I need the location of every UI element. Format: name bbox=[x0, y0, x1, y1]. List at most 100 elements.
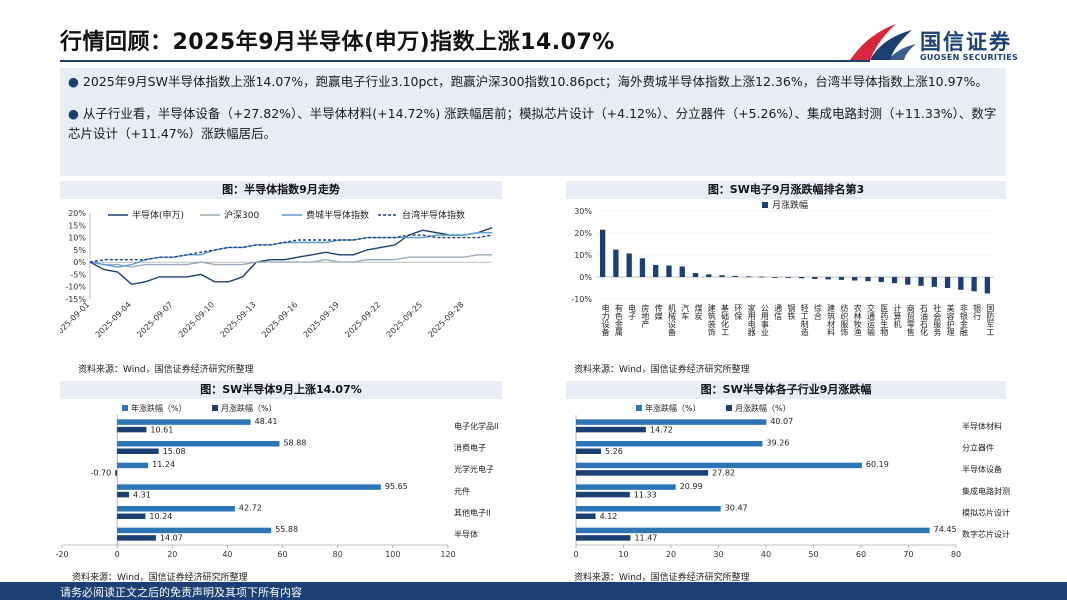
data-label-year: 40.07 bbox=[770, 417, 793, 426]
bar-基础化工 bbox=[719, 275, 725, 277]
y-tick-label: 20% bbox=[68, 209, 86, 218]
x-tick-label: 国防军工 bbox=[986, 304, 995, 336]
x-tick-label: 美容护理 bbox=[946, 303, 955, 336]
data-label-month: 5.26 bbox=[605, 447, 623, 456]
source-note-2: 资料来源：Wind，国信证券经济研究所整理 bbox=[574, 365, 750, 375]
category-label: 其他电子II bbox=[454, 508, 491, 518]
chart-title-semis-vs-electronics: 图：SW半导体9月上涨14.07% bbox=[60, 381, 502, 399]
category-label: 数字芯片设计 bbox=[962, 529, 1010, 539]
category-label: 模拟芯片设计 bbox=[962, 508, 1010, 518]
data-label-year: 95.65 bbox=[385, 482, 408, 491]
x-tick-label: 社会服务 bbox=[933, 303, 942, 337]
series-line-0 bbox=[89, 227, 493, 286]
category-label: 集成电路封测 bbox=[962, 486, 1010, 496]
x-tick-label: 70 bbox=[903, 550, 913, 559]
y-tick-label: -10% bbox=[571, 295, 592, 304]
bar-农林牧渔 bbox=[852, 277, 858, 281]
legend-label: 月涨跌幅（%） bbox=[735, 403, 791, 413]
y-tick-label: 0% bbox=[73, 258, 86, 267]
bar-chart-sw-ranking: 30%20%10%0%-10%电力设备 有色金属 电子 房地产 传媒 机械设备 汽车 煤炭 建筑… bbox=[571, 199, 995, 337]
chart-title-sw-ranking: 图：SW电子9月涨跌幅排名第3 bbox=[566, 181, 1006, 199]
x-tick-label: 房地产 bbox=[641, 303, 650, 329]
category-label: 电子化学品II bbox=[454, 421, 499, 431]
x-tick-label: 电子 bbox=[628, 303, 637, 320]
y-tick-label: 0% bbox=[579, 273, 592, 282]
category-label: 光学光电子 bbox=[454, 464, 494, 474]
x-tick-label: 2025-09-19 bbox=[302, 300, 341, 339]
x-tick-label: 20 bbox=[666, 550, 676, 559]
bar-month-半导体 bbox=[117, 535, 156, 541]
title-rule bbox=[60, 60, 870, 62]
summary-text-1: 2025年9月SW半导体指数上涨14.07%，跑赢电子行业3.10pct，跑赢沪… bbox=[82, 74, 988, 89]
bar-房地产 bbox=[639, 258, 646, 277]
x-tick-label: 煤炭 bbox=[694, 303, 703, 321]
x-tick-label: 公用事业 bbox=[760, 304, 769, 336]
bar-轻工制造 bbox=[798, 277, 805, 279]
bar-year-半导体材料 bbox=[576, 419, 767, 425]
x-tick-label: 80 bbox=[951, 550, 961, 559]
data-label-year: 11.24 bbox=[152, 460, 175, 469]
footer-bar: 请务必阅读正文之后的免责声明及其项下所有内容 bbox=[0, 582, 1067, 600]
bar-建筑装饰 bbox=[706, 274, 712, 277]
x-tick-label: 石油石化 bbox=[920, 304, 929, 337]
source-note-1: 资料来源：Wind，国信证券经济研究所整理 bbox=[78, 365, 254, 375]
legend-label: 年涨跌幅（%） bbox=[645, 403, 701, 413]
bar-通信 bbox=[772, 277, 778, 278]
x-tick-label: 医药生物 bbox=[880, 304, 889, 337]
bar-环保 bbox=[732, 275, 738, 277]
bar-year-模拟芯片设计 bbox=[576, 506, 721, 512]
x-tick-label: 有色金属 bbox=[614, 303, 623, 337]
bar-year-其他电子II bbox=[117, 506, 235, 512]
x-tick-label: 家用电器 bbox=[747, 303, 756, 337]
category-label: 分立器件 bbox=[962, 443, 994, 453]
x-tick-label: 2025-09-07 bbox=[135, 300, 174, 339]
legend-swatch bbox=[726, 405, 732, 411]
x-tick-label: 建筑装饰 bbox=[707, 303, 716, 337]
y-tick-label: 30% bbox=[574, 207, 592, 216]
x-tick-label: 60 bbox=[856, 550, 866, 559]
summary-box: ● 2025年9月SW半导体指数上涨14.07%，跑赢电子行业3.10pct，跑赢… bbox=[60, 68, 1006, 176]
bar-电力设备 bbox=[599, 229, 606, 277]
legend-label: 台湾半导体指数 bbox=[402, 209, 465, 221]
page-title: 行情回顾：2025年9月半导体(申万)指数上涨14.07% bbox=[60, 30, 615, 55]
hbar-chart-sub-industries: 0 10 20 30 40 50 60 70 80 40.07 14.72 半导体材料 39.26 5.2… bbox=[573, 403, 1010, 559]
footer-disclaimer: 请务必阅读正文之后的免责声明及其项下所有内容 bbox=[60, 586, 302, 599]
summary-bullet-1: ● 2025年9月SW半导体指数上涨14.07%，跑赢电子行业3.10pct，跑赢… bbox=[68, 72, 998, 92]
bar-社会服务 bbox=[931, 277, 937, 287]
bar-month-电子化学品II bbox=[117, 426, 147, 433]
legend-swatch bbox=[636, 405, 642, 411]
data-label-month: 4.12 bbox=[600, 512, 618, 521]
source-note-3: 资料来源：Wind，国信证券经济研究所整理 bbox=[72, 573, 248, 583]
y-tick-label: -10% bbox=[65, 283, 86, 292]
category-label: 半导体设备 bbox=[962, 464, 1002, 474]
data-label-year: 55.88 bbox=[275, 525, 298, 534]
bar-机械设备 bbox=[666, 265, 672, 277]
guosen-logo: 国信证券 GUOSEN SECURITIES bbox=[848, 20, 1048, 66]
y-tick-label: 10% bbox=[574, 251, 592, 260]
data-label-year: 20.99 bbox=[680, 482, 703, 491]
bar-石油石化 bbox=[918, 277, 924, 286]
x-tick-label: 120 bbox=[440, 550, 455, 559]
guosen-logo-icon bbox=[850, 24, 916, 60]
x-tick-label: -20 bbox=[56, 550, 69, 559]
bullet-dot-icon: ● bbox=[68, 106, 79, 121]
x-tick-label: 30 bbox=[713, 550, 723, 559]
x-tick-label: 40 bbox=[222, 550, 232, 559]
bar-纺织服饰 bbox=[838, 277, 845, 280]
x-tick-label: 电力设备 bbox=[601, 303, 610, 337]
bar-month-消费电子 bbox=[117, 448, 159, 454]
x-tick-label: 60 bbox=[277, 550, 287, 559]
summary-bullet-2: ● 从子行业看，半导体设备（+27.82%）、半导体材料(+14.72%) 涨跌幅… bbox=[68, 104, 998, 144]
x-tick-label: 机械设备 bbox=[667, 303, 676, 337]
bar-美容护理 bbox=[944, 277, 951, 288]
x-tick-label: 2025-09-01 bbox=[60, 300, 91, 339]
y-tick-label: 20% bbox=[574, 229, 592, 238]
x-tick-label: 2025-09-28 bbox=[426, 300, 465, 339]
x-tick-label: 非银金融 bbox=[959, 303, 968, 337]
x-tick-label: 50 bbox=[808, 550, 818, 559]
chart-title-index-trend: 图：半导体指数9月走势 bbox=[60, 181, 502, 199]
legend-label: 沪深300 bbox=[224, 209, 259, 221]
data-label-month: 27.82 bbox=[712, 469, 735, 478]
x-tick-label: 计算机 bbox=[893, 303, 902, 329]
bar-有色金属 bbox=[613, 249, 619, 277]
